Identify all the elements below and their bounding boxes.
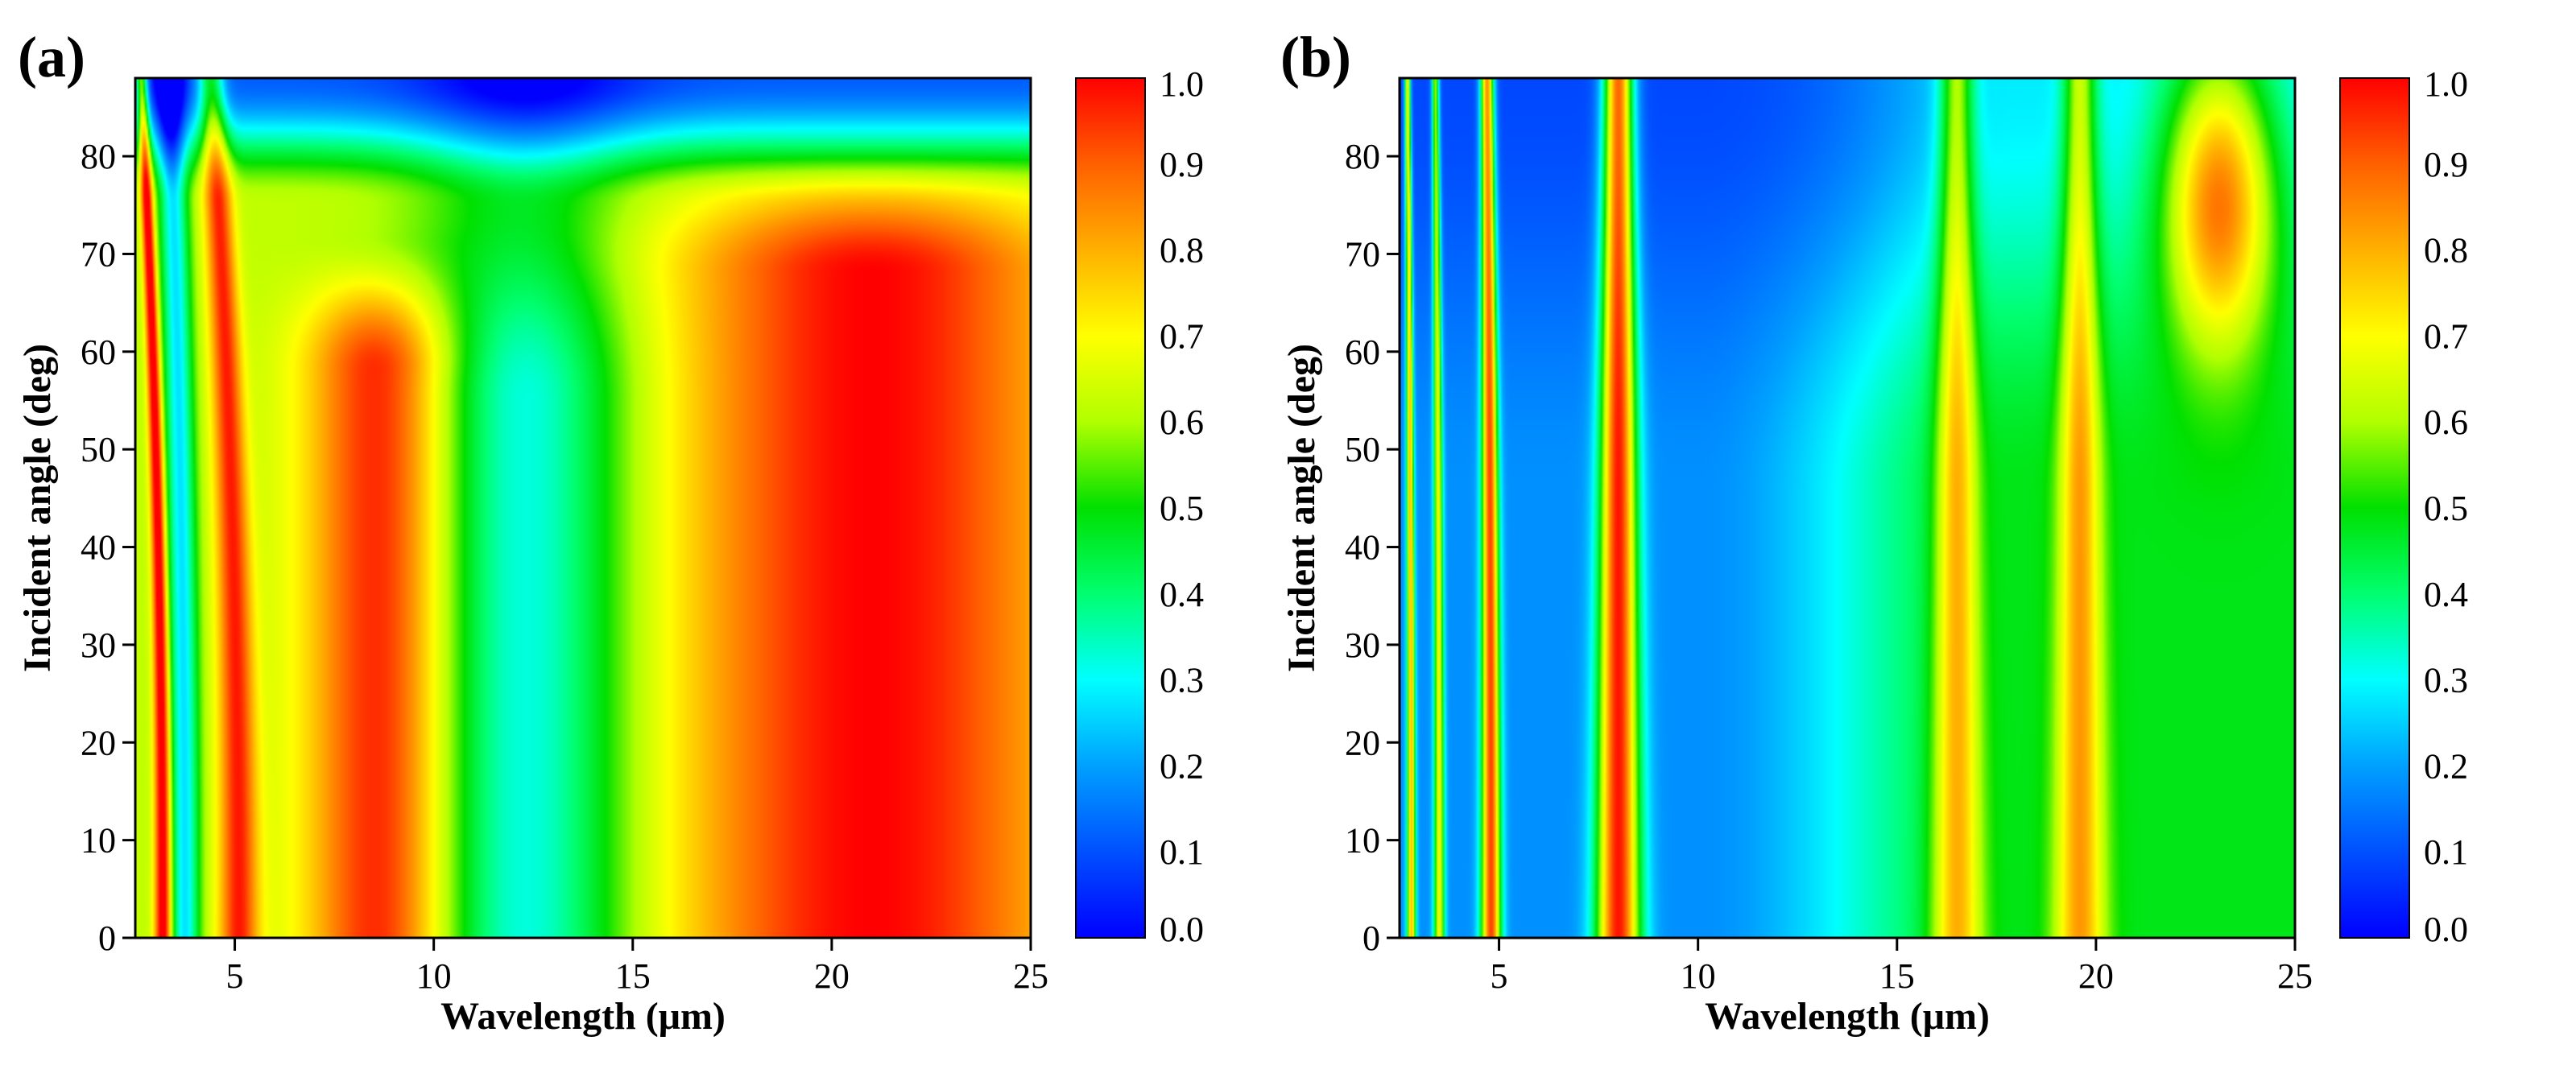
- heatmap-plot-area: [1400, 78, 2295, 938]
- colorbar-tick-label: 0.7: [1160, 316, 1204, 356]
- x-tick-label: 10: [1681, 956, 1716, 996]
- x-tick-label: 15: [615, 956, 651, 996]
- x-axis-label: Wavelength (μm): [440, 995, 726, 1038]
- y-axis: 0 10 20 30 40 50 60 70 80: [1345, 137, 1400, 958]
- panel-label: (a): [18, 25, 85, 89]
- x-axis-label: Wavelength (μm): [1705, 995, 1990, 1038]
- x-tick-label: 10: [416, 956, 452, 996]
- panel-label: (b): [1280, 25, 1351, 89]
- heatmap-plot-area: [135, 78, 1031, 938]
- x-tick-label: 5: [226, 956, 244, 996]
- colorbar: 0.0 0.1 0.2 0.3 0.4 0.5 0.6 0.7 0.8 0.9 1.0: [1075, 64, 1204, 949]
- colorbar-tick-label: 0.2: [1160, 746, 1204, 786]
- x-tick-label: 5: [1491, 956, 1508, 996]
- colorbar-tick-label: 0.4: [2424, 575, 2468, 614]
- y-tick-label: 70: [1345, 234, 1380, 274]
- y-tick-label: 30: [81, 626, 116, 665]
- x-axis: 5 10 15 20 25: [226, 938, 1048, 996]
- y-tick-label: 80: [81, 137, 116, 176]
- x-tick-label: 15: [1879, 956, 1915, 996]
- colorbar-tick-label: 0.6: [2424, 403, 2468, 442]
- y-tick-label: 60: [81, 332, 116, 372]
- colorbar-tick-label: 0.8: [2424, 231, 2468, 270]
- colorbar-tick-label: 0.2: [2424, 746, 2468, 786]
- colorbar-frame: [2339, 77, 2410, 939]
- y-tick-label: 20: [81, 723, 116, 762]
- colorbar-gradient: [1076, 78, 1145, 938]
- y-tick-label: 50: [81, 430, 116, 469]
- colorbar-tick-label: 0.5: [2424, 489, 2468, 528]
- colorbar-tick-label: 0.9: [2424, 145, 2468, 184]
- colorbar-frame: [1075, 77, 1146, 939]
- y-tick-label: 10: [81, 821, 116, 861]
- x-tick-label: 20: [2078, 956, 2114, 996]
- y-tick-label: 30: [1345, 626, 1380, 665]
- colorbar-tick-label: 0.5: [1160, 489, 1204, 528]
- panel-b: (b) 5 10 15 20 25 0 10 20 30 40 50 60 70 80 Waveleng…: [1280, 25, 2468, 1038]
- y-tick-label: 0: [1362, 919, 1380, 958]
- colorbar-tick-label: 0.4: [1160, 575, 1204, 614]
- colorbar: 0.0 0.1 0.2 0.3 0.4 0.5 0.6 0.7 0.8 0.9 1.0: [2339, 64, 2468, 949]
- colorbar-tick-label: 0.1: [2424, 832, 2468, 872]
- y-tick-label: 80: [1345, 137, 1380, 176]
- colorbar-tick-label: 0.6: [1160, 403, 1204, 442]
- y-tick-label: 70: [81, 234, 116, 274]
- x-tick-label: 25: [2277, 956, 2313, 996]
- y-tick-label: 0: [98, 919, 116, 958]
- y-tick-label: 20: [1345, 723, 1380, 762]
- y-tick-label: 10: [1345, 821, 1380, 861]
- y-tick-label: 40: [81, 528, 116, 568]
- x-axis: 5 10 15 20 25: [1491, 938, 2313, 996]
- panel-a: (a) 5 10 15 20 25 0 10 20 30 40 50 60 70 80 Waveleng…: [16, 25, 1204, 1038]
- colorbar-tick-label: 0.1: [1160, 832, 1204, 872]
- colorbar-tick-label: 1.0: [1160, 64, 1204, 104]
- plot-frame: [134, 76, 1032, 939]
- colorbar-tick-label: 0.7: [2424, 316, 2468, 356]
- colorbar-tick-label: 0.9: [1160, 145, 1204, 184]
- x-tick-label: 25: [1013, 956, 1048, 996]
- y-axis-label: Incident angle (deg): [16, 344, 59, 672]
- colorbar-tick-label: 0.8: [1160, 231, 1204, 270]
- colorbar-tick-label: 0.3: [2424, 661, 2468, 700]
- x-tick-label: 20: [814, 956, 850, 996]
- colorbar-gradient: [2340, 78, 2409, 938]
- y-axis: 0 10 20 30 40 50 60 70 80: [81, 137, 135, 958]
- heatmap-image: [1400, 78, 2295, 938]
- y-tick-label: 50: [1345, 430, 1380, 469]
- y-tick-label: 60: [1345, 332, 1380, 372]
- y-tick-label: 40: [1345, 528, 1380, 568]
- plot-frame: [1398, 76, 2297, 939]
- colorbar-tick-label: 0.0: [2424, 910, 2468, 949]
- colorbar-tick-label: 0.3: [1160, 661, 1204, 700]
- y-axis-label: Incident angle (deg): [1280, 344, 1323, 672]
- heatmap-image: [135, 78, 1031, 938]
- colorbar-tick-label: 0.0: [1160, 910, 1204, 949]
- colorbar-tick-label: 1.0: [2424, 64, 2468, 104]
